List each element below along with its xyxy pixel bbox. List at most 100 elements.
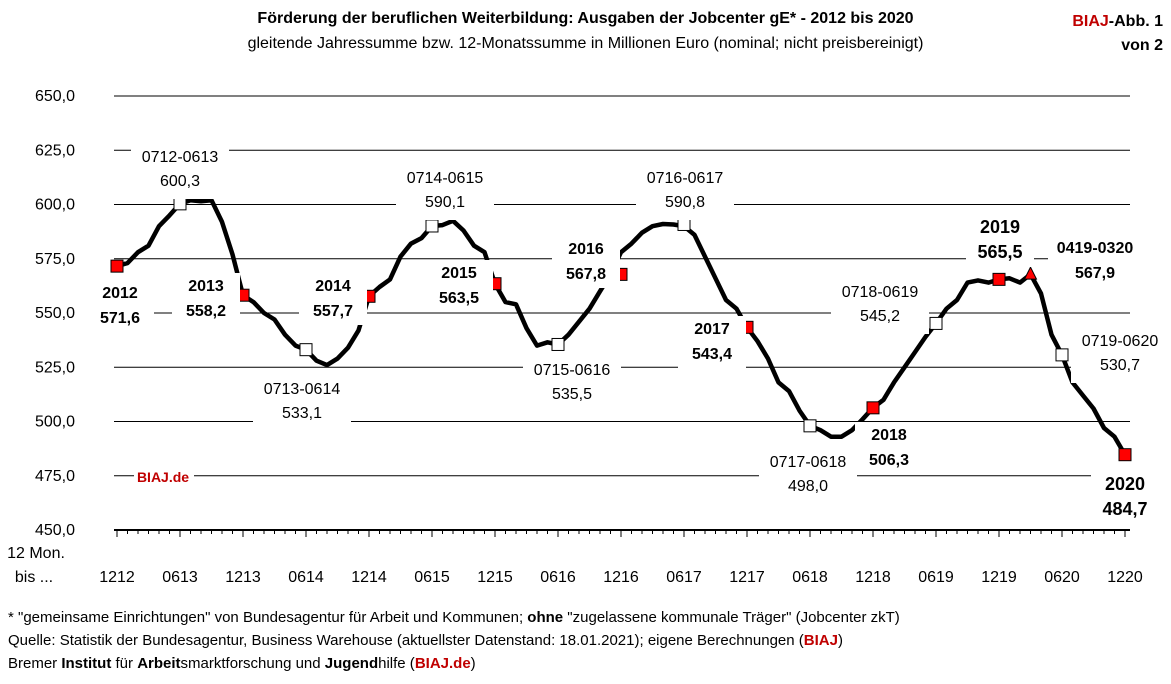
x-tick-label: 1218	[855, 569, 891, 586]
white-marker-label: 0719-0620	[1082, 333, 1159, 350]
x-tick-label: 0618	[792, 569, 828, 586]
white-marker	[929, 316, 943, 330]
x-tick-label: 0619	[918, 569, 954, 586]
y-tick-label: 500,0	[35, 414, 75, 431]
series-line	[114, 197, 1128, 457]
white-marker-label: 0713-0614	[264, 381, 341, 398]
white-marker-label-bg	[1071, 329, 1169, 383]
data-labels: 0712-0613 600,3 0713-0614 533,1 0714-0615 590…	[86, 145, 1169, 524]
red-marker-label-bg	[678, 316, 746, 368]
footnotes: * "gemeinsame Einrichtungen" von Bundesa…	[8, 606, 900, 675]
red-marker-label-bg	[855, 422, 923, 474]
x-tick-label: 0613	[162, 569, 198, 586]
x-tick-label: 1219	[981, 569, 1017, 586]
white-marker-label: 535,5	[552, 386, 592, 403]
red-marker-label-bg	[172, 273, 240, 325]
red-marker-value: 543,4	[692, 346, 732, 363]
white-marker-label-bg	[636, 166, 734, 220]
red-marker-value: 506,3	[869, 452, 909, 469]
x-tick-label: 0616	[540, 569, 576, 586]
red-marker-year: 2016	[568, 241, 604, 258]
white-marker-label: 590,1	[425, 194, 465, 211]
x-tick-label: 1217	[729, 569, 765, 586]
white-marker-label: 498,0	[788, 478, 828, 495]
red-marker-label-bg	[1091, 472, 1159, 524]
x-axis-lead-label: bis ...	[15, 569, 53, 586]
white-marker-label-bg	[396, 166, 494, 220]
white-marker	[803, 419, 817, 433]
figure-badge: BIAJ-Abb. 1 von 2	[1072, 10, 1163, 58]
red-marker-value: 484,7	[1102, 499, 1147, 519]
x-tick-label: 1220	[1107, 569, 1143, 586]
red-marker-year: 2014	[315, 278, 351, 295]
y-tick-label: 550,0	[35, 305, 75, 322]
axes: 650,0 625,0 600,0 575,0 550,0 525,0 500,0 475,0…	[7, 88, 1143, 586]
red-marker-year: 2020	[1105, 474, 1145, 494]
white-marker-label: 0712-0613	[142, 149, 219, 166]
white-marker-label-bg	[523, 358, 621, 412]
watermark-bg	[134, 466, 194, 486]
white-marker-label-bg	[131, 145, 229, 199]
triangle-marker	[1023, 266, 1038, 280]
markers	[110, 197, 1132, 462]
white-marker-label: 600,3	[160, 173, 200, 190]
white-marker	[551, 337, 565, 351]
x-tick-label: 1214	[351, 569, 387, 586]
footnote-definition: * "gemeinsame Einrichtungen" von Bundesa…	[8, 609, 900, 626]
x-tick-label: 0615	[414, 569, 450, 586]
red-marker-label-bg	[299, 273, 367, 325]
y-tick-label: 450,0	[35, 522, 75, 539]
red-marker-value: 565,5	[977, 242, 1022, 262]
white-marker-label: 0714-0615	[407, 170, 484, 187]
x-tick-label: 1215	[477, 569, 513, 586]
red-marker-year: 2018	[871, 427, 907, 444]
red-marker-label-bg	[966, 215, 1034, 267]
y-tick-label: 475,0	[35, 468, 75, 485]
white-marker-label: 590,8	[665, 194, 705, 211]
badge-figure-number: -Abb. 1	[1108, 13, 1163, 30]
x-tick-label: 0617	[666, 569, 702, 586]
white-marker-label: 545,2	[860, 308, 900, 325]
x-axis-lead-label: 12 Mon.	[7, 545, 65, 562]
white-marker	[425, 219, 439, 233]
red-marker-year: 2015	[441, 265, 477, 282]
line-chart: 650,0 625,0 600,0 575,0 550,0 525,0 500,0 475,0…	[7, 88, 1169, 586]
x-tick-label: 0614	[288, 569, 324, 586]
white-marker	[299, 343, 313, 357]
white-marker-label: 0716-0617	[647, 170, 724, 187]
badge-of-total: von 2	[1121, 37, 1163, 54]
white-marker-label: 533,1	[282, 405, 322, 422]
series-line-path	[114, 197, 1128, 457]
red-marker-value: 563,5	[439, 290, 479, 307]
y-tick-label: 625,0	[35, 142, 75, 159]
watermark: BIAJ.de	[137, 469, 189, 485]
y-tick-label: 650,0	[35, 88, 75, 105]
chart-title: Förderung der beruflichen Weiterbildung:…	[257, 10, 914, 27]
y-tick-label: 575,0	[35, 251, 75, 268]
red-marker-year: 2017	[694, 321, 730, 338]
red-marker-label-bg	[552, 236, 620, 288]
white-marker-label-bg	[831, 280, 929, 334]
badge-brand: BIAJ	[1072, 13, 1109, 30]
white-marker-label-bg	[759, 450, 857, 504]
x-tick-label: 1216	[603, 569, 639, 586]
red-marker-label-bg	[425, 260, 493, 312]
triangle-label-period: 0419-0320	[1057, 240, 1134, 257]
red-marker	[866, 401, 880, 415]
red-marker-value: 557,7	[313, 303, 353, 320]
gridlines	[114, 95, 1130, 477]
footnote-institute: Bremer Institut für Arbeitsmarktforschun…	[8, 655, 476, 672]
y-tick-label: 525,0	[35, 359, 75, 376]
white-marker-label-bg	[253, 377, 351, 431]
white-marker-label: 0717-0618	[770, 454, 847, 471]
red-marker	[1118, 448, 1132, 462]
white-marker-label: 0718-0619	[842, 284, 919, 301]
footnote-source: Quelle: Statistik der Bundesagentur, Bus…	[8, 632, 843, 649]
red-marker	[110, 259, 124, 273]
red-marker-value: 571,6	[100, 310, 140, 327]
white-marker	[1055, 348, 1069, 362]
y-tick-label: 600,0	[35, 197, 75, 214]
white-marker-label: 530,7	[1100, 357, 1140, 374]
red-marker	[992, 272, 1006, 286]
red-marker-label-bg	[86, 280, 154, 332]
